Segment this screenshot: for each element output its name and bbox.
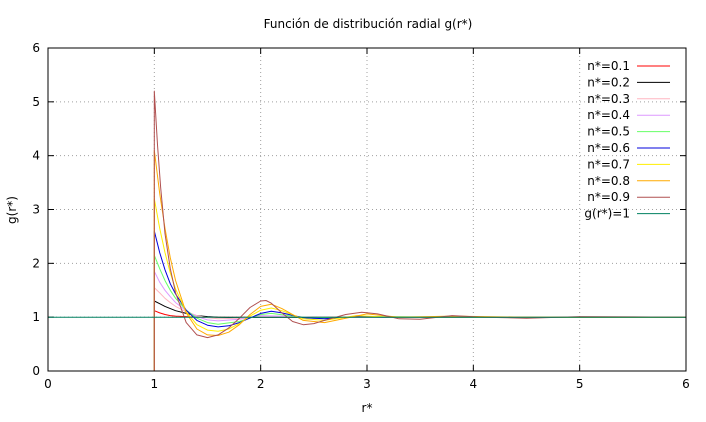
y-tick-label: 3 [32,203,40,217]
series-line-n-0-5 [153,254,686,371]
y-tick-label: 4 [32,149,40,163]
series-line-n-0-2 [153,300,686,371]
y-axis-label: g(r*) [5,196,19,224]
legend-label-n-0-7: n*=0.7 [587,157,630,171]
x-tick-label: 4 [470,377,478,391]
y-tick-label: 2 [32,256,40,270]
series-line-n-0-7 [153,198,686,371]
series-layer [48,90,687,371]
x-axis-label: r* [362,401,373,415]
y-tick-label: 0 [32,364,40,378]
y-tick-label: 1 [32,310,40,324]
axis-ticks: 0 1 2 3 4 5 6 0 1 2 3 4 5 6 [32,41,689,391]
x-tick-label: 2 [257,377,265,391]
x-tick-label: 3 [363,377,371,391]
legend-label-n-0-4: n*=0.4 [587,108,630,122]
series-line-n-0-4 [153,270,686,371]
legend-label-n-0-8: n*=0.8 [587,174,630,188]
legend: n*=0.1 n*=0.2 n*=0.3 n*=0.4 n*=0.5 n*=0.6 n*=0… [584,59,670,221]
series-line-n-0-8 [153,149,686,371]
legend-label-g-r-1: g(r*)=1 [584,207,630,221]
series-line-n-0-3 [153,287,686,371]
y-tick-label: 6 [32,41,40,55]
legend-label-n-0-6: n*=0.6 [587,141,630,155]
legend-label-n-0-9: n*=0.9 [587,190,630,204]
x-tick-label: 0 [44,377,52,391]
legend-label-n-0-3: n*=0.3 [587,92,630,106]
plot-frame [47,47,687,372]
chart-title: Función de distribución radial g(r*) [264,17,473,31]
legend-label-n-0-5: n*=0.5 [587,125,630,139]
x-tick-label: 1 [151,377,159,391]
x-tick-label: 6 [682,377,690,391]
legend-label-n-0-2: n*=0.2 [587,75,630,89]
series-line-n-0-6 [153,230,686,371]
y-tick-label: 5 [32,95,40,109]
legend-label-n-0-1: n*=0.1 [587,59,630,73]
series-line-n-0-9 [153,90,687,371]
x-tick-label: 5 [576,377,584,391]
